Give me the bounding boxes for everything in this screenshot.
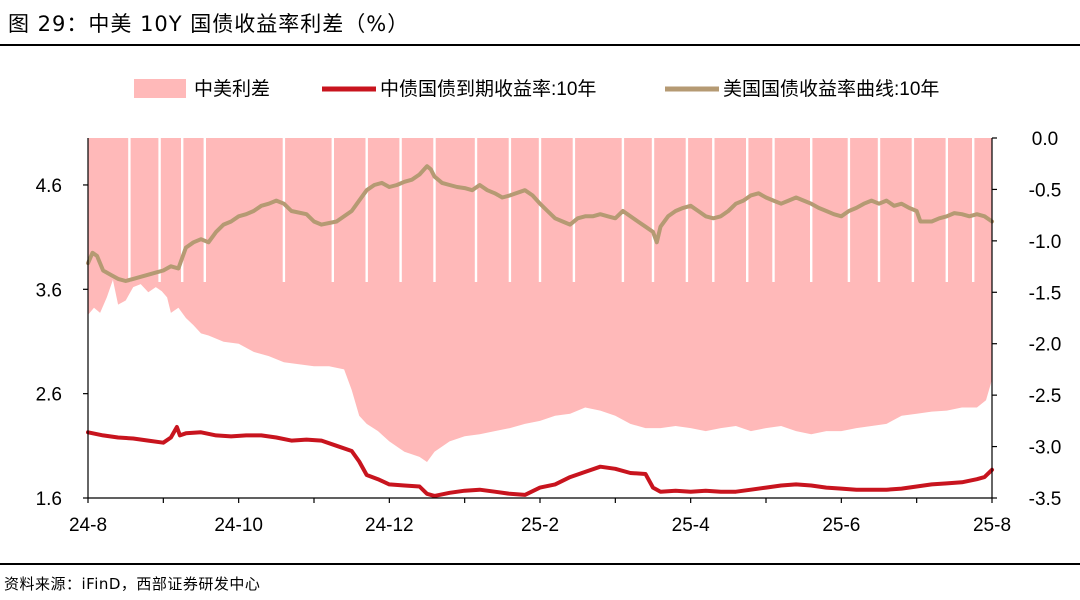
y-right-tick-label-7: -3.5 <box>1029 489 1062 510</box>
legend-label-spread: 中美利差 <box>194 78 270 100</box>
us10y-line <box>86 164 994 283</box>
spread-gap-21 <box>877 138 881 282</box>
y-right-tick-label-3: -1.5 <box>1029 283 1062 304</box>
x-tick-label-0: 24-8 <box>69 515 107 536</box>
x-tick-label-6: 25-8 <box>973 515 1011 536</box>
x-tick-label-2: 24-12 <box>365 515 414 536</box>
y-right-tick-label-4: -2.0 <box>1029 335 1062 356</box>
spread-gap-18 <box>772 138 775 282</box>
legend: 中美利差 中债国债到期收益率:10年 美国国债收益率曲线:10年 <box>134 78 939 100</box>
x-tick-label-3: 25-2 <box>521 515 559 536</box>
source-rule <box>0 563 1080 565</box>
spread-chart: 中美利差 中债国债到期收益率:10年 美国国债收益率曲线:10年 4.6 3.6 2… <box>36 78 1062 536</box>
x-tick-label-1: 24-10 <box>214 515 263 536</box>
spread-gap-2 <box>181 138 184 282</box>
x-tick-label-5: 25-6 <box>822 515 860 536</box>
spread-gap-11 <box>538 138 542 282</box>
y-left-tick-label-1: 3.6 <box>36 280 62 301</box>
spread-gap-6 <box>365 138 368 282</box>
spread-gap-8 <box>433 138 436 282</box>
spread-gap-24 <box>972 138 975 282</box>
spread-gap-19 <box>810 138 813 282</box>
source-note: 资料来源：iFinD，西部证券研发中心 <box>4 575 261 593</box>
spread-gap-5 <box>331 138 334 282</box>
spread-gap-9 <box>474 138 478 282</box>
title-rule <box>0 44 1080 46</box>
spread-gap-7 <box>399 138 402 282</box>
spread-gap-10 <box>508 138 512 282</box>
spread-gap-17 <box>746 138 749 282</box>
y-right-tick-label-1: -0.5 <box>1029 180 1062 201</box>
y-right-tick-label-5: -2.5 <box>1029 386 1062 407</box>
chart-title: 图 29：中美 10Y 国债收益率利差（%） <box>8 12 410 36</box>
spread-gap-14 <box>651 138 655 282</box>
spread-gap-4 <box>282 138 286 282</box>
y-right-tick-label-0: 0.0 <box>1032 129 1058 150</box>
legend-label-us10y: 美国国债收益率曲线:10年 <box>723 78 939 100</box>
legend-swatch-spread <box>134 79 186 98</box>
spread-gap-16 <box>712 138 715 282</box>
spread-gap-3 <box>203 138 206 282</box>
spread-gap-0 <box>128 138 131 282</box>
y-right-tick-label-2: -1.0 <box>1029 232 1062 253</box>
y-left-tick-label-2: 2.6 <box>36 385 62 406</box>
spread-gap-23 <box>945 138 948 282</box>
y-left-tick-label-3: 1.6 <box>36 489 62 510</box>
plot-area <box>86 138 994 498</box>
spread-gap-12 <box>572 138 576 282</box>
axes: 4.6 3.6 2.6 1.6 0.0 -0.5 -1.0 -1.5 -2.0 -2.5 -3.0 -… <box>36 129 1062 536</box>
legend-label-cn10y: 中债国债到期收益率:10年 <box>380 78 596 100</box>
y-left-tick-label-0: 4.6 <box>36 176 62 197</box>
x-tick-label-4: 25-4 <box>672 515 710 536</box>
y-right-tick-label-6: -3.0 <box>1029 438 1062 459</box>
cn10y-line <box>86 425 994 498</box>
spread-gap-1 <box>158 138 161 282</box>
spread-gap-15 <box>685 138 689 282</box>
